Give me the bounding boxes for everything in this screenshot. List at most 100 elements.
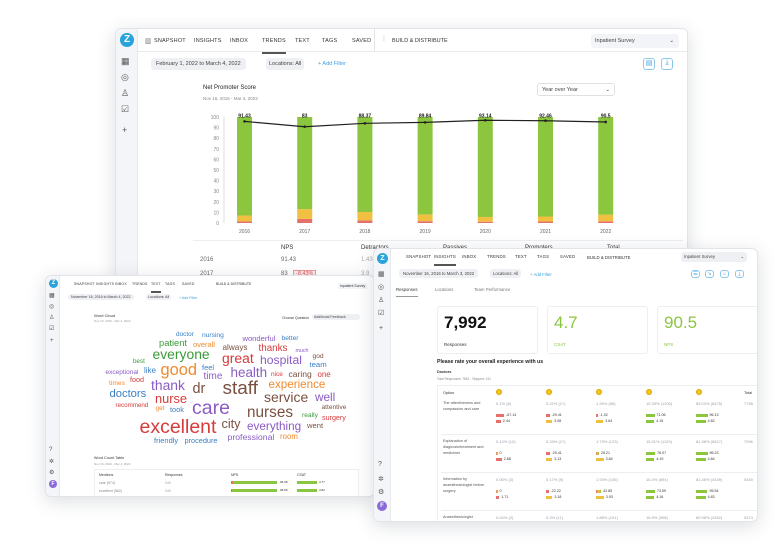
nps-point[interactable] bbox=[604, 120, 607, 124]
word-cloud-word[interactable]: doctors bbox=[109, 387, 147, 400]
settings-icon[interactable]: ⚙ bbox=[49, 470, 55, 476]
tab-snapshot[interactable]: Snapshot bbox=[406, 254, 432, 259]
word-cloud-word[interactable]: nursing bbox=[202, 332, 224, 340]
bar-passives-2020[interactable] bbox=[477, 216, 493, 222]
bar-detractors-2022[interactable] bbox=[598, 221, 614, 223]
bar-promoters-2019[interactable] bbox=[417, 117, 433, 215]
word-cloud-word[interactable]: like bbox=[144, 366, 157, 375]
tab-tags[interactable]: Tags bbox=[322, 38, 338, 44]
add-icon[interactable]: + bbox=[50, 338, 54, 344]
word-cloud-word[interactable]: doctor bbox=[176, 331, 194, 339]
word-cloud-word[interactable]: experience bbox=[268, 377, 326, 391]
compare-select[interactable]: Year over Year ⌄ bbox=[537, 83, 615, 96]
word-cloud-word[interactable]: good bbox=[160, 361, 198, 380]
avatar[interactable]: F bbox=[49, 480, 57, 488]
bar-detractors-2020[interactable] bbox=[477, 221, 493, 223]
word-cloud-word[interactable]: feel bbox=[202, 362, 215, 372]
bug-icon[interactable]: ✲ bbox=[378, 476, 384, 483]
help-icon[interactable]: ? bbox=[378, 461, 382, 468]
word-cloud-word[interactable]: nurse bbox=[155, 390, 188, 406]
tab-text[interactable]: Text bbox=[515, 254, 527, 259]
add-filter-link[interactable]: + Add Filter bbox=[179, 296, 198, 300]
word-cloud-word[interactable]: room bbox=[280, 431, 298, 441]
checklist-icon[interactable]: ☑ bbox=[121, 104, 130, 114]
nps-point[interactable] bbox=[544, 119, 547, 123]
word-cloud-word[interactable]: god bbox=[312, 353, 324, 361]
word-cloud-word[interactable]: friendly bbox=[154, 436, 179, 445]
app-logo[interactable]: Z bbox=[120, 33, 134, 47]
word-cloud-word[interactable]: nice bbox=[271, 371, 283, 379]
build-distribute-tab[interactable]: Build & Distribute bbox=[587, 255, 631, 260]
bug-icon[interactable]: ✲ bbox=[49, 459, 55, 465]
tab-trends[interactable]: Trends bbox=[487, 254, 506, 259]
bar-promoters-2020[interactable] bbox=[477, 117, 493, 217]
word-cloud-word[interactable]: city bbox=[221, 416, 241, 431]
bar-promoters-2017[interactable] bbox=[297, 117, 313, 210]
share-icon[interactable]: ⌂ bbox=[720, 270, 729, 278]
bar-detractors-2016[interactable] bbox=[237, 221, 252, 223]
tab-inbox[interactable]: Inbox bbox=[230, 38, 249, 44]
help-icon[interactable]: ? bbox=[49, 447, 53, 453]
word-cloud-word[interactable]: professional bbox=[227, 431, 275, 442]
word-cloud-word[interactable]: hospital bbox=[260, 353, 302, 368]
app-logo[interactable]: Z bbox=[49, 279, 58, 288]
date-range-filter[interactable]: November 16, 2016 to March 3, 2022 bbox=[399, 269, 479, 278]
word-cloud-word[interactable]: service bbox=[264, 389, 309, 406]
tab-text[interactable]: Text bbox=[151, 282, 161, 293]
tab-insights[interactable]: Insights bbox=[96, 282, 115, 286]
word-cloud-word[interactable]: dr bbox=[192, 381, 206, 398]
checklist-icon[interactable]: ☑ bbox=[378, 310, 385, 317]
word-cloud-word[interactable]: one bbox=[317, 369, 331, 379]
word-cloud-word[interactable]: exceptional bbox=[105, 368, 139, 376]
tab-saved[interactable]: Saved bbox=[352, 38, 372, 44]
app-logo[interactable]: Z bbox=[377, 253, 388, 264]
word-cloud-word[interactable]: food bbox=[130, 375, 144, 384]
bar-detractors-2017[interactable] bbox=[297, 218, 313, 223]
build-distribute-tab[interactable]: Build & Distribute bbox=[392, 38, 448, 44]
checklist-icon[interactable]: ☑ bbox=[49, 326, 55, 332]
user-icon[interactable]: ♙ bbox=[121, 88, 130, 98]
word-cloud-word[interactable]: attentive bbox=[321, 403, 347, 411]
dashboard-icon[interactable]: ▦ bbox=[378, 271, 385, 278]
locations-filter[interactable]: Locations: All bbox=[490, 269, 522, 278]
bar-detractors-2019[interactable] bbox=[417, 221, 433, 223]
word-cloud-word[interactable]: times bbox=[109, 379, 125, 387]
bar-promoters-2016[interactable] bbox=[237, 117, 252, 216]
nps-point[interactable] bbox=[423, 121, 427, 124]
avatar[interactable]: F bbox=[377, 501, 387, 511]
survey-select[interactable]: Inpatient Survey ⌄ bbox=[591, 34, 679, 48]
bar-passives-2017[interactable] bbox=[297, 209, 313, 219]
date-range-filter[interactable]: November 16, 2016 to March 4, 2022 bbox=[68, 294, 134, 300]
locations-filter[interactable]: Locations: All bbox=[146, 294, 172, 300]
list-view-icon[interactable]: ☰ bbox=[691, 270, 700, 278]
word-cloud-word[interactable]: really bbox=[302, 411, 318, 419]
dashboard-icon[interactable]: ▦ bbox=[121, 56, 130, 66]
tab-inbox[interactable]: Inbox bbox=[115, 282, 127, 286]
word-cloud-word[interactable]: care bbox=[192, 396, 230, 419]
tab-snapshot[interactable]: Snapshot bbox=[154, 38, 186, 44]
nps-point[interactable] bbox=[243, 120, 246, 123]
word-cloud-word[interactable]: better bbox=[281, 335, 299, 343]
word-cloud-word[interactable]: everything bbox=[247, 419, 302, 433]
survey-select[interactable]: Inpatient Survey ⌄ bbox=[681, 252, 747, 262]
tab-responses[interactable]: Responses bbox=[396, 287, 418, 297]
tab-snapshot[interactable]: Snapshot bbox=[74, 282, 95, 286]
tab-inbox[interactable]: Inbox bbox=[462, 254, 477, 259]
tab-saved[interactable]: Saved bbox=[560, 254, 576, 259]
tab-trends[interactable]: Trends bbox=[132, 282, 148, 286]
word-cloud-word[interactable]: best bbox=[133, 358, 145, 365]
word-cloud-word[interactable]: get bbox=[155, 404, 165, 412]
tab-text[interactable]: Text bbox=[295, 38, 310, 44]
survey-select[interactable]: Inpatient Survey bbox=[338, 283, 368, 289]
word-cloud-word[interactable]: staff bbox=[222, 377, 258, 399]
tab-locations[interactable]: Locations bbox=[435, 287, 454, 292]
build-distribute-tab[interactable]: Build & Distribute bbox=[216, 282, 252, 286]
tab-tags[interactable]: Tags bbox=[165, 282, 176, 286]
word-cloud-word[interactable]: time bbox=[203, 370, 223, 382]
word-cloud-word[interactable]: team bbox=[309, 360, 327, 370]
word-cloud-word[interactable]: health bbox=[230, 365, 268, 381]
nps-point[interactable] bbox=[363, 122, 367, 125]
user-icon[interactable]: ♙ bbox=[378, 297, 385, 304]
word-cloud-word[interactable]: much bbox=[295, 348, 309, 355]
word-cloud-word[interactable]: always bbox=[222, 342, 248, 352]
